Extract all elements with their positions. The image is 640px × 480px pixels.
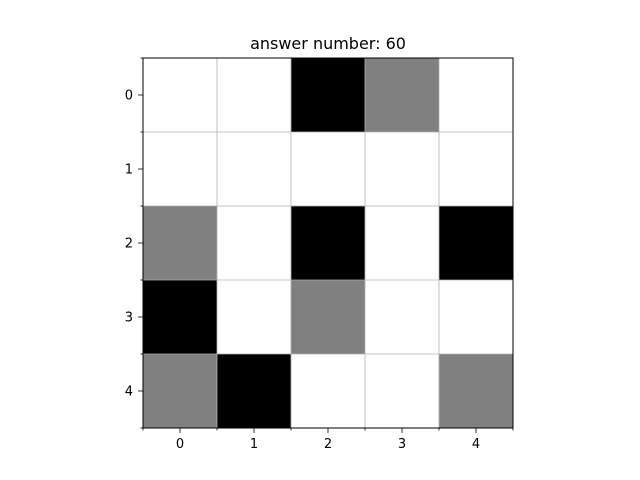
grid-cell-r2-c0	[143, 206, 217, 280]
grid-cells	[143, 58, 513, 428]
y-tick-label-0: 0	[125, 89, 133, 104]
y-tick-label-2: 2	[125, 237, 133, 252]
grid-cell-r0-c0	[143, 58, 217, 132]
grid-cell-r4-c3	[365, 354, 439, 428]
grid-cell-r2-c3	[365, 206, 439, 280]
grid-cell-r3-c1	[217, 280, 291, 354]
y-tick-label-4: 4	[125, 385, 133, 400]
axis-ticks: 0 1 2 3 4 0 1 2 3 4	[125, 57, 514, 452]
grid-cell-r4-c0	[143, 354, 217, 428]
grid-cell-r4-c1	[217, 354, 291, 428]
grid-cell-r2-c2	[291, 206, 365, 280]
chart-title: answer number: 60	[250, 34, 406, 53]
grid-cell-r0-c1	[217, 58, 291, 132]
x-tick-label-2: 2	[324, 437, 332, 452]
grid-cell-r1-c4	[439, 132, 513, 206]
grid-cell-r3-c3	[365, 280, 439, 354]
grid-lines	[143, 58, 513, 428]
grid-cell-r0-c3	[365, 58, 439, 132]
grid-cell-r0-c2	[291, 58, 365, 132]
grid-cell-r4-c4	[439, 354, 513, 428]
grid-cell-r3-c0	[143, 280, 217, 354]
grid-cell-r1-c1	[217, 132, 291, 206]
grid-cell-r4-c2	[291, 354, 365, 428]
grid-cell-r2-c1	[217, 206, 291, 280]
x-tick-label-4: 4	[472, 437, 480, 452]
x-tick-label-1: 1	[250, 437, 258, 452]
y-tick-label-3: 3	[125, 311, 133, 326]
y-tick-label-1: 1	[125, 163, 133, 178]
grid-cell-r1-c0	[143, 132, 217, 206]
grid-cell-r2-c4	[439, 206, 513, 280]
x-tick-label-0: 0	[176, 437, 184, 452]
grid-cell-r1-c3	[365, 132, 439, 206]
x-tick-label-3: 3	[398, 437, 406, 452]
grid-cell-r0-c4	[439, 58, 513, 132]
grid-cell-r1-c2	[291, 132, 365, 206]
grid-cell-r3-c2	[291, 280, 365, 354]
grid-cell-r3-c4	[439, 280, 513, 354]
